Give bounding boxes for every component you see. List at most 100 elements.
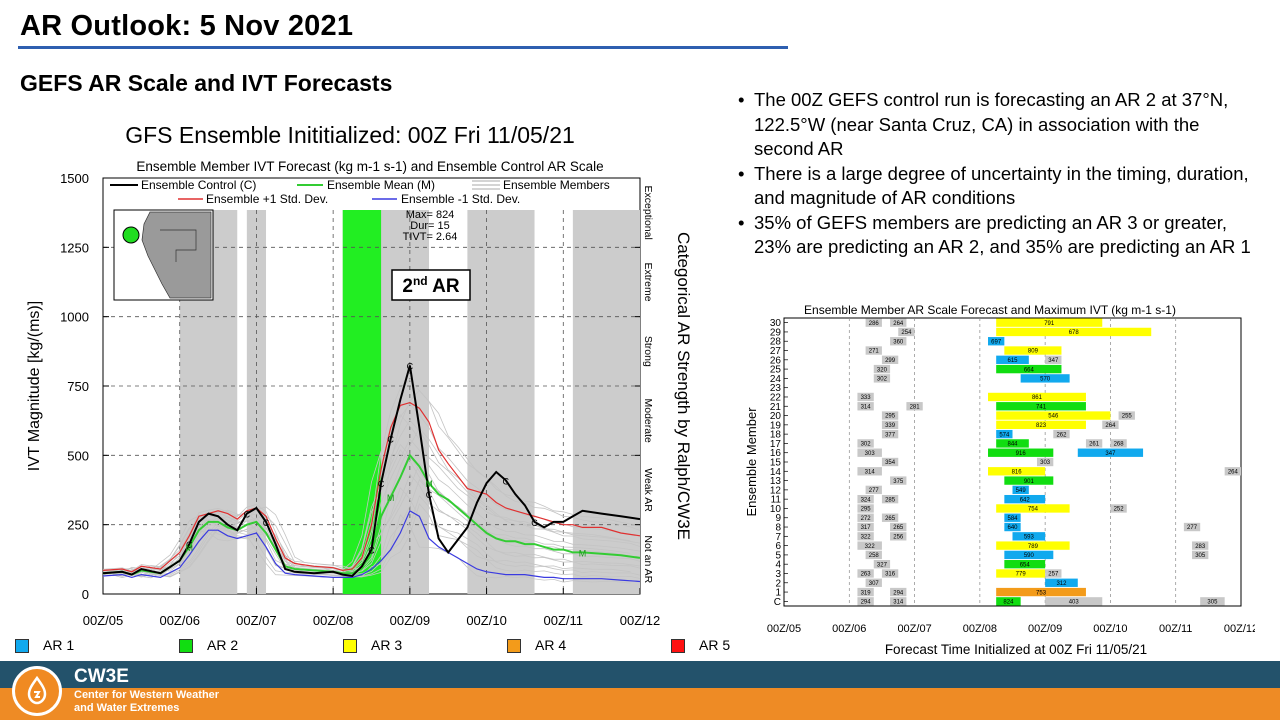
- member-series-line: [102, 438, 641, 575]
- y-tick-label: 1250: [60, 240, 89, 255]
- member-ar-bar: [881, 355, 899, 364]
- bullet-item: The 00Z GEFS control run is forecasting …: [738, 88, 1258, 162]
- member-ar-bar: [865, 485, 882, 495]
- legend-swatch: [507, 639, 521, 653]
- x-tick-label: 00Z/08: [313, 613, 353, 628]
- member-row-label: 21: [770, 402, 782, 413]
- member-row-label: 6: [775, 541, 781, 552]
- member-row-label: 1: [775, 588, 781, 599]
- y-axis-label: IVT Magnitude [kg/(ms)]: [26, 301, 43, 471]
- member-ivt-label: 256: [893, 535, 904, 541]
- legend-label: AR 5: [699, 637, 731, 653]
- control-marker: C: [387, 435, 394, 445]
- member-ar-bar: [890, 476, 907, 485]
- member-ar-bar: [865, 346, 882, 355]
- ar-annotation: Max= 824 Dur= 15 TIVT= 2.64: [403, 209, 458, 243]
- member-ivt-label: 277: [869, 488, 880, 494]
- member-ar-bar: [1004, 560, 1046, 569]
- ar-period-band: [467, 210, 535, 594]
- member-ivt-label: 262: [1056, 432, 1067, 438]
- control-marker: C: [503, 476, 510, 486]
- member-ar-bar: [890, 597, 907, 606]
- member-ivt-label: 654: [1020, 562, 1031, 568]
- member-ar-bar: [873, 560, 891, 569]
- member-ivt-label: 261: [1089, 442, 1100, 448]
- member-ar-bar: [996, 541, 1070, 550]
- member-ivt-label: 753: [1036, 590, 1047, 596]
- legend-swatch: [15, 639, 29, 653]
- footer-tagline: Center for Western Weather: [74, 689, 220, 701]
- member-ar-bar: [996, 327, 1152, 337]
- member-row-label: 15: [770, 458, 782, 469]
- second-ar-callout-box: [391, 269, 471, 301]
- member-row-label: 17: [770, 439, 782, 450]
- legend-members: Ensemble Members: [503, 178, 610, 192]
- inset-map: [113, 209, 214, 301]
- member-ar-bar: [1053, 429, 1070, 439]
- member-series-line: [112, 478, 641, 577]
- control-marker: C: [186, 540, 193, 550]
- member-ivt-label: 314: [861, 404, 872, 410]
- member-ar-bar: [906, 402, 923, 411]
- member-ar-bar: [857, 448, 882, 457]
- footer-tagline: and Water Extremes: [74, 702, 180, 714]
- y-tick-label: 1000: [60, 310, 89, 325]
- member-ivt-label: 403: [1069, 600, 1080, 606]
- member-ar-bar: [857, 467, 882, 476]
- member-ivt-label: 593: [1024, 535, 1035, 541]
- member-ar-bar: [890, 532, 907, 541]
- member-ar-bar: [1004, 522, 1021, 532]
- member-ivt-label: 861: [1032, 395, 1043, 401]
- member-ivt-label: 319: [861, 590, 872, 596]
- ensemble-control-line: [102, 365, 641, 578]
- member-row-label: 7: [775, 532, 781, 543]
- member-ar-bar: [881, 494, 899, 504]
- member-ar-bar: [1012, 532, 1046, 541]
- member-row-label: 10: [770, 504, 782, 515]
- member-ivt-label: 816: [1012, 469, 1023, 475]
- member-ar-bar: [1004, 494, 1046, 504]
- member-ivt-label: 664: [1024, 367, 1035, 373]
- member-ivt-label: 252: [1114, 507, 1125, 513]
- member-ivt-label: 294: [861, 600, 872, 606]
- member-row-label: 12: [770, 485, 782, 496]
- ivt-forecast-chart: GFS Ensemble Inititialized: 00Z Fri 11/0…: [26, 122, 693, 628]
- cw3e-logo-icon: [12, 666, 62, 716]
- member-row-label: 26: [770, 355, 782, 366]
- member-row-label: 11: [771, 495, 782, 506]
- member-ar-bar: [996, 569, 1046, 578]
- minus-std-line: [102, 509, 641, 583]
- member-ivt-label: 283: [1195, 544, 1206, 550]
- member-x-tick-label: 00Z/08: [963, 623, 997, 635]
- ensemble-mean-line: [102, 453, 641, 576]
- member-ivt-label: 285: [885, 497, 896, 503]
- member-ar-bar: [996, 587, 1086, 597]
- member-row-label: 5: [775, 550, 781, 561]
- member-ar-bar: [1004, 346, 1062, 355]
- member-ivt-label: 286: [869, 321, 880, 327]
- member-ivt-label: 678: [1069, 330, 1080, 336]
- member-ar-bar: [865, 578, 882, 587]
- member-ivt-label: 809: [1028, 349, 1039, 355]
- callout-word: AR: [428, 276, 460, 297]
- member-y-axis-label: Ensemble Member: [744, 407, 759, 517]
- member-chart-title: Ensemble Member AR Scale Forecast and Ma…: [804, 303, 1176, 317]
- member-ar-bar: [1192, 541, 1209, 550]
- member-ivt-label: 281: [910, 404, 921, 410]
- member-ar-bar: [1045, 578, 1078, 587]
- member-row-label: 28: [770, 337, 782, 348]
- member-row-label: 2: [775, 578, 781, 589]
- member-ar-bar: [857, 402, 874, 411]
- member-ivt-label: 320: [877, 367, 888, 373]
- member-ar-bar: [1183, 522, 1201, 532]
- member-ar-bar: [857, 504, 874, 513]
- member-ivt-label: 642: [1020, 497, 1031, 503]
- member-ivt-label: 360: [893, 339, 904, 345]
- member-series-line: [112, 503, 641, 579]
- member-ar-bar: [857, 522, 874, 532]
- control-marker: C: [368, 546, 375, 556]
- y-tick-label: 0: [82, 587, 89, 602]
- mean-marker: M: [425, 479, 433, 489]
- callout-base: 2: [402, 276, 413, 297]
- legend-swatch: [179, 639, 193, 653]
